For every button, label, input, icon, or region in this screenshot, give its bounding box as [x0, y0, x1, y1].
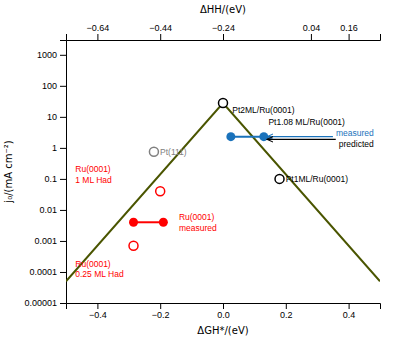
tick-mark [60, 179, 66, 180]
tick-label: 0.01 [39, 205, 57, 215]
tick: −0.2 [152, 303, 170, 320]
annotation: measured [179, 223, 217, 233]
tick-label: 0.0 [217, 310, 230, 320]
tick-mark [60, 210, 66, 211]
tick: 0.16 [340, 23, 358, 40]
tick: 0.1 [44, 174, 66, 184]
tick-label: 10 [47, 112, 57, 122]
marker [159, 218, 168, 227]
tick: 10 [47, 112, 66, 122]
tick-mark [349, 34, 350, 40]
tick: −0.64 [87, 23, 110, 40]
tick-label: 0.16 [340, 23, 358, 33]
annotation: Pt2ML/Ru(0001) [232, 105, 295, 115]
chart: −0.4 −0.2 0.0 0.2 0.4 −0.64 −0.44 −0.24 0.04 0.16… [0, 0, 394, 339]
tick-mark [286, 303, 287, 309]
tick: 1000 [37, 50, 66, 60]
y-axis: 0.00001 0.0001 0.001 0.01 0.1 1 10 100 1000 [24, 41, 66, 309]
tick-label: 0.001 [34, 236, 57, 246]
tick-label: 1000 [37, 50, 57, 60]
annotation: 0.25 ML Had [75, 269, 124, 279]
x-axis: −0.4 −0.2 0.0 0.2 0.4 [67, 303, 381, 320]
open-marker [156, 187, 165, 196]
tick: 1 [52, 143, 66, 153]
tick-label: −0.64 [87, 23, 110, 33]
tick: 0.00001 [24, 298, 66, 308]
tick-label: −0.2 [152, 310, 170, 320]
open-marker [219, 98, 228, 107]
tick-mark [60, 272, 66, 273]
open-marker [129, 241, 138, 250]
annotation-arrow [267, 136, 333, 137]
axis-line [67, 34, 381, 41]
tick-mark [60, 148, 66, 149]
tick-mark [60, 55, 66, 56]
tick: 0.0 [217, 303, 230, 320]
tick: 0.01 [39, 205, 66, 215]
y-axis-title: j₀/(mA cm⁻²) [3, 140, 14, 203]
tick: −0.24 [212, 23, 235, 40]
marker [129, 218, 138, 227]
tick: 0.2 [280, 303, 293, 320]
series-line [231, 136, 264, 138]
tick: −0.4 [89, 303, 107, 320]
tick-mark [60, 86, 66, 87]
tick: 0.001 [34, 236, 66, 246]
annotation: Ru(0001) [179, 212, 215, 222]
annotation: Pt1.08 ML/Ru(0001) [268, 117, 345, 127]
tick-label: −0.4 [89, 310, 107, 320]
open-marker [275, 174, 284, 183]
axis-line [60, 41, 67, 304]
annotation: Pt(111) [160, 147, 187, 157]
tick-mark [311, 34, 312, 40]
annotation: measured [336, 128, 374, 138]
tick-label: −0.44 [149, 23, 172, 33]
axis-line [67, 304, 381, 310]
tick-label: 0.00001 [24, 298, 57, 308]
annotation: predicted [339, 139, 374, 149]
open-marker [149, 147, 158, 156]
annotation-arrow [267, 139, 336, 140]
tick-mark [97, 34, 98, 40]
tick: 100 [42, 81, 66, 91]
tick-label: 0.4 [343, 310, 356, 320]
annotation: Pt1ML/Ru(0001) [286, 174, 349, 184]
tick-mark [160, 303, 161, 309]
x-axis-title: ΔGH*/(eV) [197, 325, 248, 336]
marker [226, 132, 235, 141]
tick: 0.0001 [29, 267, 66, 277]
tick-label: −0.24 [212, 23, 235, 33]
annotation: Ru(0001) [75, 259, 111, 269]
tick-mark [223, 34, 224, 40]
tick-mark [223, 303, 224, 309]
tick: −0.44 [149, 23, 172, 40]
tick-mark [60, 241, 66, 242]
tick: 0.04 [303, 23, 321, 40]
annotation: 1 ML Had [75, 175, 112, 185]
tick: 0.4 [343, 303, 356, 320]
tick-mark [160, 34, 161, 40]
chart-container: −0.4 −0.2 0.0 0.2 0.4 −0.64 −0.44 −0.24 0.04 0.16… [0, 0, 394, 339]
tick-label: 1 [52, 143, 57, 153]
tick-mark [349, 303, 350, 309]
tick-label: 0.0001 [29, 267, 57, 277]
tick-mark [60, 303, 66, 304]
series-line [66, 103, 380, 281]
annotations: Pt2ML/Ru(0001) Pt1.08 ML/Ru(0001) Pt1ML/Ru… [75, 105, 374, 279]
tick-label: 0.1 [44, 174, 57, 184]
tick-label: 0.2 [280, 310, 293, 320]
plot-area [66, 98, 380, 281]
annotation: Ru(0001) [75, 164, 111, 174]
tick-label: 100 [42, 81, 57, 91]
tick-label: 0.04 [303, 23, 321, 33]
x2-axis-title: ΔHH/(eV) [200, 4, 246, 15]
x2-axis: −0.64 −0.44 −0.24 0.04 0.16 [67, 23, 381, 41]
tick-mark [97, 303, 98, 309]
tick-mark [60, 117, 66, 118]
